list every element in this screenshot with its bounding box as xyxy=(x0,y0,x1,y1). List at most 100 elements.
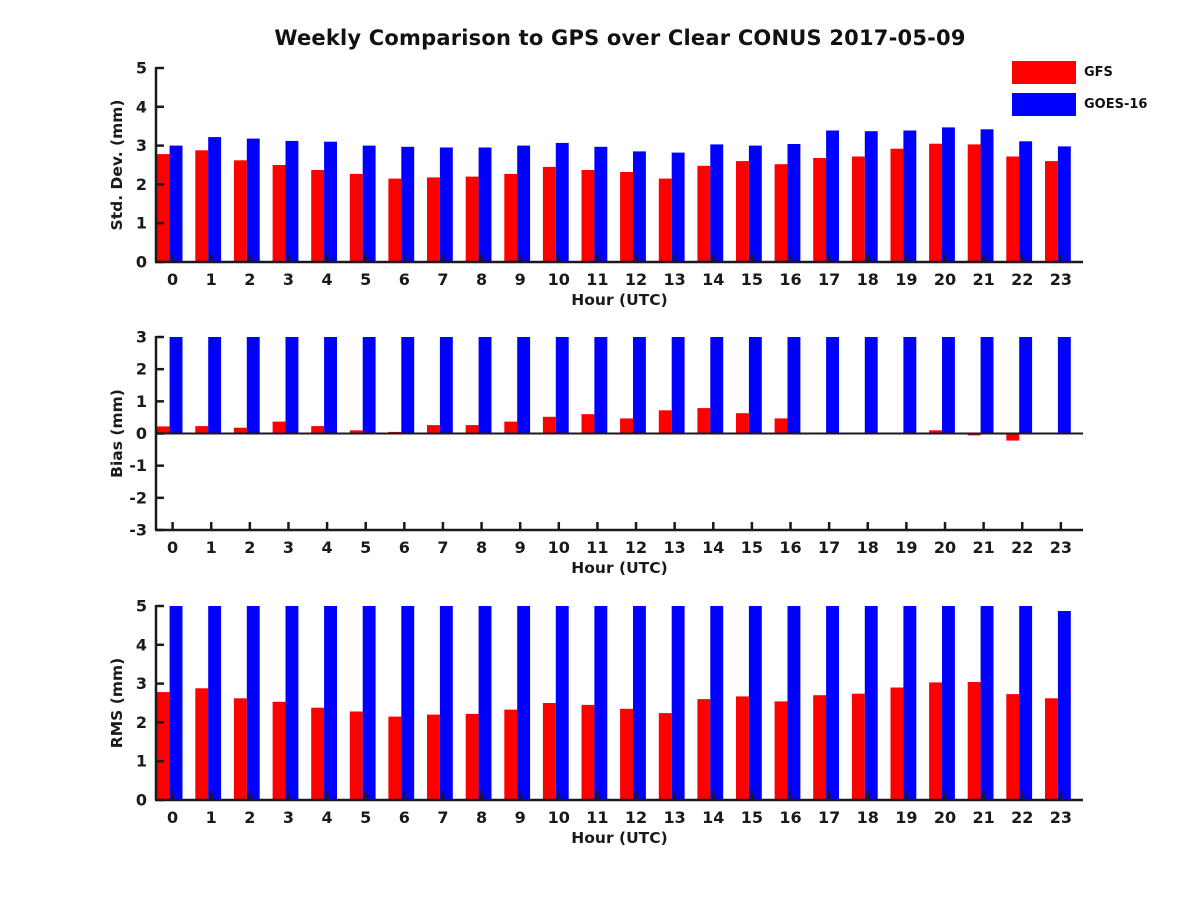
x-tick-label: 19 xyxy=(895,270,917,289)
x-tick-label: 11 xyxy=(586,808,608,827)
x-tick-label: 2 xyxy=(244,538,255,557)
gfs-bar xyxy=(620,172,633,262)
gfs-bar xyxy=(774,418,788,434)
x-tick-label: 16 xyxy=(779,270,801,289)
goes16-bar xyxy=(401,606,415,800)
goes16-bar xyxy=(594,337,608,434)
x-tick-label: 15 xyxy=(741,270,763,289)
gfs-bar xyxy=(697,165,711,262)
goes16-bar xyxy=(208,137,222,262)
gfs-bar xyxy=(1006,694,1020,800)
gfs-bar xyxy=(465,713,479,800)
goes16-bar xyxy=(478,606,492,800)
x-tick-label: 19 xyxy=(895,538,917,557)
gfs-bar xyxy=(504,709,518,800)
gfs-bar xyxy=(156,426,170,434)
x-tick-label: 22 xyxy=(1011,808,1033,827)
goes16-bar xyxy=(633,337,646,434)
x-tick-label: 17 xyxy=(818,270,840,289)
goes16-bar xyxy=(787,337,801,434)
goes16-bar xyxy=(903,130,917,262)
y-tick-label: 4 xyxy=(136,635,147,654)
goes16-bar xyxy=(864,606,878,800)
x-tick-label: 1 xyxy=(206,808,217,827)
x-tick-label: 14 xyxy=(702,538,724,557)
gfs-bar xyxy=(890,687,904,800)
x-tick-label: 23 xyxy=(1050,538,1072,557)
legend-label-goes16: GOES-16 xyxy=(1084,97,1148,112)
x-tick-label: 10 xyxy=(548,270,570,289)
x-tick-label: 8 xyxy=(476,808,487,827)
x-tick-label: 18 xyxy=(857,808,879,827)
y-tick-label: 3 xyxy=(136,136,147,155)
x-tick-label: 0 xyxy=(167,538,178,557)
gfs-bar xyxy=(774,164,788,262)
figure-title: Weekly Comparison to GPS over Clear CONU… xyxy=(274,26,966,50)
goes16-bar xyxy=(671,337,685,434)
goes16-bar xyxy=(594,146,608,262)
x-tick-label: 21 xyxy=(972,808,994,827)
gfs-bar xyxy=(272,421,286,434)
x-tick-label: 1 xyxy=(206,538,217,557)
x-tick-label: 8 xyxy=(476,538,487,557)
goes16-bar xyxy=(980,129,994,262)
gfs-bar xyxy=(697,699,711,800)
goes16-bar xyxy=(1057,146,1071,262)
gfs-bar xyxy=(1006,156,1020,262)
gfs-bar xyxy=(929,143,942,262)
y-tick-label: 4 xyxy=(136,97,147,116)
goes16-bar xyxy=(285,606,299,800)
gfs-bar xyxy=(851,693,865,800)
gfs-bar xyxy=(156,692,170,800)
goes16-bar xyxy=(748,145,762,262)
gfs-bar xyxy=(1006,433,1020,441)
x-tick-label: 21 xyxy=(972,538,994,557)
y-axis-title: Std. Dev. (mm) xyxy=(108,100,126,231)
y-tick-label: 3 xyxy=(136,674,147,693)
x-tick-label: 6 xyxy=(399,538,410,557)
gfs-bar xyxy=(1045,161,1058,262)
x-tick-label: 0 xyxy=(167,270,178,289)
x-tick-label: 23 xyxy=(1050,270,1072,289)
legend-swatch-goes16 xyxy=(1012,93,1076,116)
x-tick-label: 11 xyxy=(586,270,608,289)
x-tick-label: 20 xyxy=(934,270,956,289)
x-tick-label: 14 xyxy=(702,808,724,827)
goes16-bar xyxy=(555,142,569,262)
goes16-bar xyxy=(903,606,917,800)
gfs-bar xyxy=(620,708,633,800)
x-tick-label: 6 xyxy=(399,808,410,827)
y-tick-label: 1 xyxy=(136,752,147,771)
goes16-bar xyxy=(478,147,492,262)
gfs-bar xyxy=(465,425,479,434)
x-tick-label: 11 xyxy=(586,538,608,557)
y-tick-label: 0 xyxy=(136,253,147,272)
y-tick-label: 2 xyxy=(136,713,147,732)
goes16-bar xyxy=(1057,611,1071,800)
x-tick-label: 4 xyxy=(322,538,333,557)
x-tick-label: 17 xyxy=(818,808,840,827)
gfs-bar xyxy=(1045,698,1058,800)
goes16-bar xyxy=(787,144,801,262)
goes16-bar xyxy=(710,144,724,262)
gfs-bar xyxy=(851,156,865,262)
gfs-bar xyxy=(195,688,209,800)
gfs-bar xyxy=(542,703,556,800)
goes16-bar xyxy=(864,337,878,434)
legend-item-goes16: GOES-16 xyxy=(1012,93,1147,116)
gfs-bar xyxy=(311,426,325,434)
y-axis-title: RMS (mm) xyxy=(108,658,126,748)
gfs-bar xyxy=(272,701,286,800)
goes16-bar xyxy=(169,337,183,434)
goes16-bar xyxy=(826,606,839,800)
legend-item-gfs: GFS xyxy=(1012,61,1147,84)
goes16-bar xyxy=(285,337,299,434)
x-tick-label: 7 xyxy=(437,808,448,827)
goes16-bar xyxy=(362,337,376,434)
goes16-bar xyxy=(1019,141,1033,262)
goes16-bar xyxy=(942,127,955,263)
gfs-bar xyxy=(658,713,672,800)
goes16-bar xyxy=(903,337,917,434)
